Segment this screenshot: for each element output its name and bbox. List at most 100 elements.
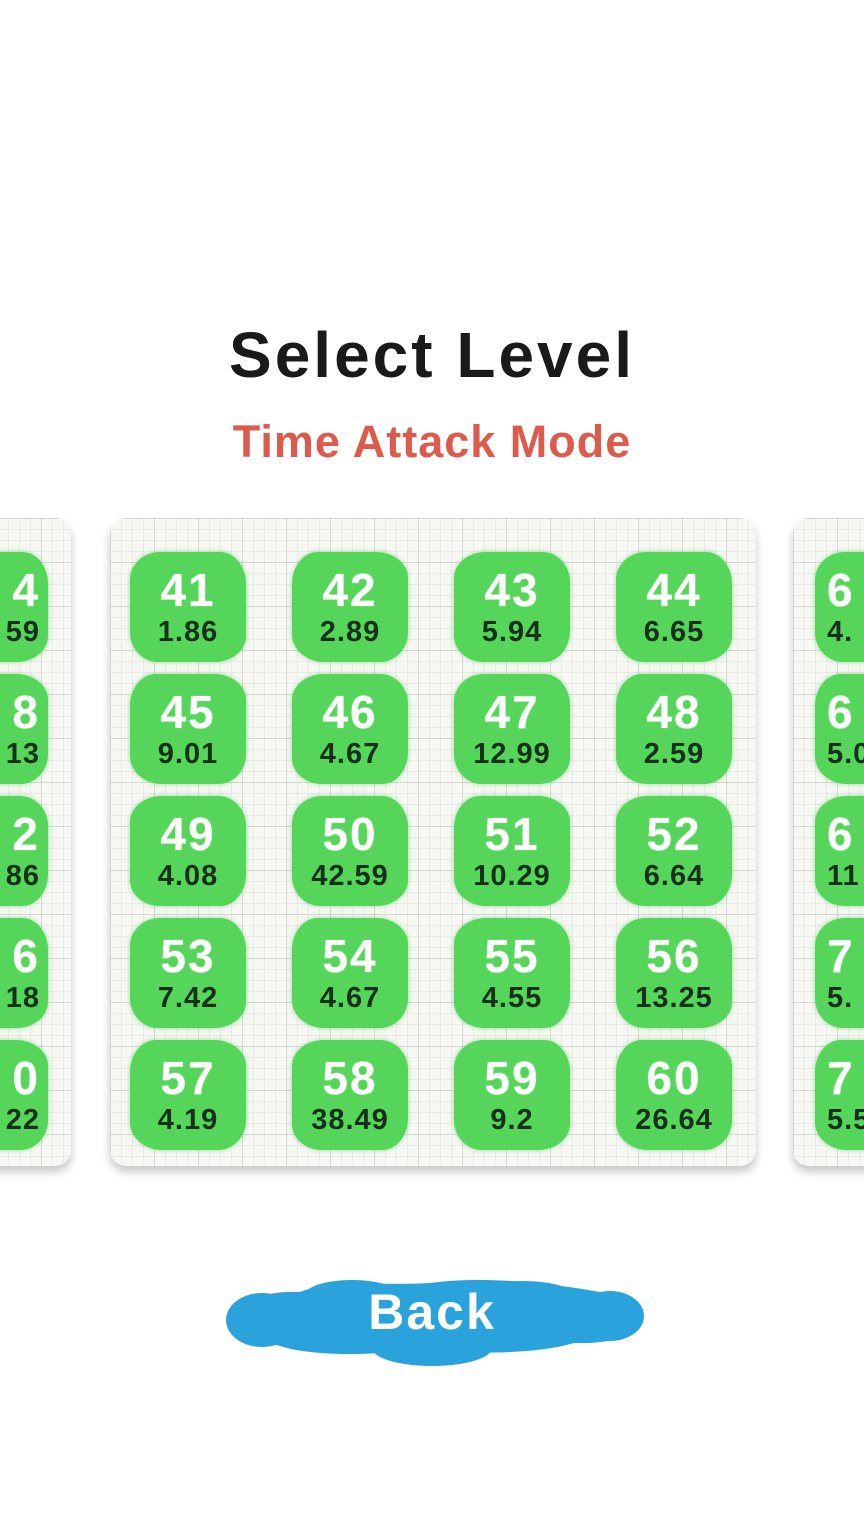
level-number: 7	[827, 1052, 855, 1104]
level-button-7[interactable]: 7 5.5	[815, 1040, 864, 1150]
level-best-time: 5.94	[481, 616, 543, 648]
level-best-time: 4.67	[319, 982, 381, 1014]
level-best-time: 5.	[827, 982, 854, 1014]
level-button-47[interactable]: 47 12.99	[454, 674, 570, 784]
level-best-time: 2.89	[319, 616, 381, 648]
level-button-6[interactable]: 6 5.0	[815, 674, 864, 784]
level-best-time: 6.65	[643, 616, 705, 648]
level-number: 46	[322, 686, 378, 738]
level-number: 2	[12, 808, 40, 860]
level-best-time: 9.01	[157, 738, 219, 770]
level-number: 56	[646, 930, 702, 982]
level-best-time: 12.99	[473, 738, 551, 770]
level-grid-current: 41 1.86 42 2.89 43 5.94 44 6.65 45 9.01 46 4.67 47 12…	[110, 518, 756, 1150]
level-button-6[interactable]: 6 4.	[815, 552, 864, 662]
level-best-time: 26.64	[635, 1104, 713, 1136]
level-number: 60	[646, 1052, 702, 1104]
level-grid-previous: 4 59 8 13 2 86 6 18 0 22	[0, 518, 71, 1150]
level-number: 43	[484, 564, 540, 616]
level-number: 45	[160, 686, 216, 738]
back-button-label: Back	[368, 1284, 496, 1340]
level-button-50[interactable]: 50 42.59	[292, 796, 408, 906]
level-page-previous: 4 59 8 13 2 86 6 18 0 22	[0, 518, 71, 1166]
level-button-52[interactable]: 52 6.64	[616, 796, 732, 906]
level-button-2[interactable]: 2 86	[0, 796, 48, 906]
level-button-42[interactable]: 42 2.89	[292, 552, 408, 662]
level-number: 6	[827, 686, 855, 738]
level-button-58[interactable]: 58 38.49	[292, 1040, 408, 1150]
level-best-time: 4.55	[481, 982, 543, 1014]
level-page-current: 41 1.86 42 2.89 43 5.94 44 6.65 45 9.01 46 4.67 47 12…	[110, 518, 756, 1166]
level-best-time: 18	[5, 982, 40, 1014]
page-title: Select Level	[229, 319, 635, 391]
level-button-60[interactable]: 60 26.64	[616, 1040, 732, 1150]
level-button-59[interactable]: 59 9.2	[454, 1040, 570, 1150]
level-button-41[interactable]: 41 1.86	[130, 552, 246, 662]
level-best-time: 9.2	[490, 1104, 534, 1136]
level-button-8[interactable]: 8 13	[0, 674, 48, 784]
level-number: 44	[646, 564, 702, 616]
level-button-57[interactable]: 57 4.19	[130, 1040, 246, 1150]
level-number: 59	[484, 1052, 540, 1104]
level-grid-next: 6 4. 6 5.0 6 11 7 5. 7 5.5	[793, 518, 864, 1150]
level-button-4[interactable]: 4 59	[0, 552, 48, 662]
level-button-55[interactable]: 55 4.55	[454, 918, 570, 1028]
level-button-6[interactable]: 6 11	[815, 796, 864, 906]
level-best-time: 7.42	[157, 982, 219, 1014]
level-number: 49	[160, 808, 216, 860]
level-button-7[interactable]: 7 5.	[815, 918, 864, 1028]
level-number: 48	[646, 686, 702, 738]
level-number: 41	[160, 564, 216, 616]
level-best-time: 6.64	[643, 860, 705, 892]
level-button-49[interactable]: 49 4.08	[130, 796, 246, 906]
level-best-time: 10.29	[473, 860, 551, 892]
level-button-56[interactable]: 56 13.25	[616, 918, 732, 1028]
level-best-time: 5.0	[827, 738, 864, 770]
level-best-time: 42.59	[311, 860, 389, 892]
level-number: 7	[827, 930, 855, 982]
level-best-time: 4.	[827, 616, 854, 648]
level-number: 53	[160, 930, 216, 982]
level-best-time: 4.08	[157, 860, 219, 892]
level-number: 0	[12, 1052, 40, 1104]
level-button-53[interactable]: 53 7.42	[130, 918, 246, 1028]
level-best-time: 13.25	[635, 982, 713, 1014]
level-number: 51	[484, 808, 540, 860]
level-number: 52	[646, 808, 702, 860]
level-button-48[interactable]: 48 2.59	[616, 674, 732, 784]
level-best-time: 11	[827, 860, 860, 892]
level-button-45[interactable]: 45 9.01	[130, 674, 246, 784]
level-number: 6	[827, 564, 855, 616]
level-button-6[interactable]: 6 18	[0, 918, 48, 1028]
level-number: 58	[322, 1052, 378, 1104]
level-best-time: 22	[5, 1104, 40, 1136]
level-best-time: 4.67	[319, 738, 381, 770]
level-number: 54	[322, 930, 378, 982]
level-best-time: 4.19	[157, 1104, 219, 1136]
level-number: 6	[827, 808, 855, 860]
level-number: 50	[322, 808, 378, 860]
level-button-43[interactable]: 43 5.94	[454, 552, 570, 662]
level-number: 6	[12, 930, 40, 982]
level-best-time: 86	[5, 860, 40, 892]
level-button-0[interactable]: 0 22	[0, 1040, 48, 1150]
level-number: 8	[12, 686, 40, 738]
level-best-time: 2.59	[643, 738, 705, 770]
level-best-time: 38.49	[311, 1104, 389, 1136]
level-best-time: 5.5	[827, 1104, 864, 1136]
level-best-time: 13	[5, 738, 40, 770]
level-button-54[interactable]: 54 4.67	[292, 918, 408, 1028]
level-best-time: 1.86	[157, 616, 219, 648]
level-number: 57	[160, 1052, 216, 1104]
brush-stroke-background	[226, 1279, 644, 1366]
level-pages-carousel[interactable]: 4 59 8 13 2 86 6 18 0 22 41 1.86 42 2.89 43 5.94 44 6.65…	[0, 518, 864, 1166]
level-button-44[interactable]: 44 6.65	[616, 552, 732, 662]
level-number: 4	[12, 564, 40, 616]
level-button-51[interactable]: 51 10.29	[454, 796, 570, 906]
level-number: 55	[484, 930, 540, 982]
level-best-time: 59	[5, 616, 40, 648]
back-button[interactable]: Back	[212, 1258, 652, 1374]
level-button-46[interactable]: 46 4.67	[292, 674, 408, 784]
mode-subtitle: Time Attack Mode	[232, 416, 632, 467]
